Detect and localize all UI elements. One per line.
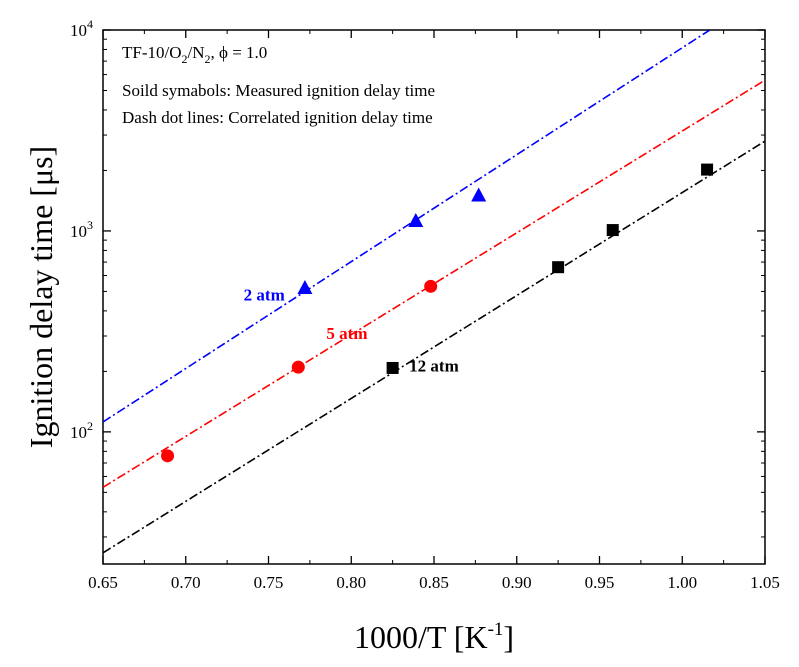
x-tick-label: 1.00 [667, 573, 697, 592]
correlated-fit-lines [103, 30, 765, 554]
measured-note: Soild symabols: Measured ignition delay … [122, 81, 435, 100]
x-tick-label: 0.90 [502, 573, 532, 592]
x-axis-ticks: 0.65 0.70 0.75 0.80 0.85 0.90 0.95 1.00 1.05 [88, 30, 780, 592]
correlated-note: Dash dot lines: Correlated ignition dela… [122, 108, 433, 127]
data-point-2-atm [297, 279, 313, 294]
x-tick-label: 0.95 [585, 573, 615, 592]
series-label-2-atm: 2 atm [244, 286, 285, 305]
x-tick-label: 0.65 [88, 573, 118, 592]
measured-points [161, 163, 714, 463]
x-tick-label: 0.85 [419, 573, 449, 592]
data-point-2-atm [471, 187, 487, 202]
fit-line-12-atm [103, 140, 765, 554]
y-tick-label: 104 [70, 17, 93, 40]
fit-line-5-atm [103, 79, 765, 488]
data-point-5-atm [161, 449, 175, 463]
series-labels: 2 atm 5 atm 12 atm [244, 286, 459, 376]
series-label-5-atm: 5 atm [326, 324, 367, 343]
x-tick-label: 0.70 [171, 573, 201, 592]
data-point-12-atm [552, 261, 565, 274]
series-label-12-atm: 12 atm [409, 356, 459, 375]
x-tick-label: 1.05 [750, 573, 780, 592]
x-tick-label: 0.80 [336, 573, 366, 592]
data-point-2-atm [408, 213, 424, 228]
y-tick-label: 102 [70, 419, 93, 442]
y-tick-label: 103 [70, 218, 93, 241]
data-point-12-atm [386, 361, 399, 374]
data-point-5-atm [424, 279, 438, 293]
data-point-12-atm [606, 224, 619, 237]
conditions-note: TF-10/O2/N2, ϕ = 1.0 [122, 43, 267, 66]
x-axis-title: 1000/T [K-1] [354, 619, 514, 655]
y-axis-title: Ignition delay time [μs] [23, 146, 59, 448]
data-point-5-atm [291, 360, 305, 374]
fit-line-2-atm [103, 30, 712, 423]
y-axis-ticks: 102 103 104 [70, 17, 765, 538]
x-tick-label: 0.75 [254, 573, 284, 592]
data-point-12-atm [701, 163, 714, 176]
